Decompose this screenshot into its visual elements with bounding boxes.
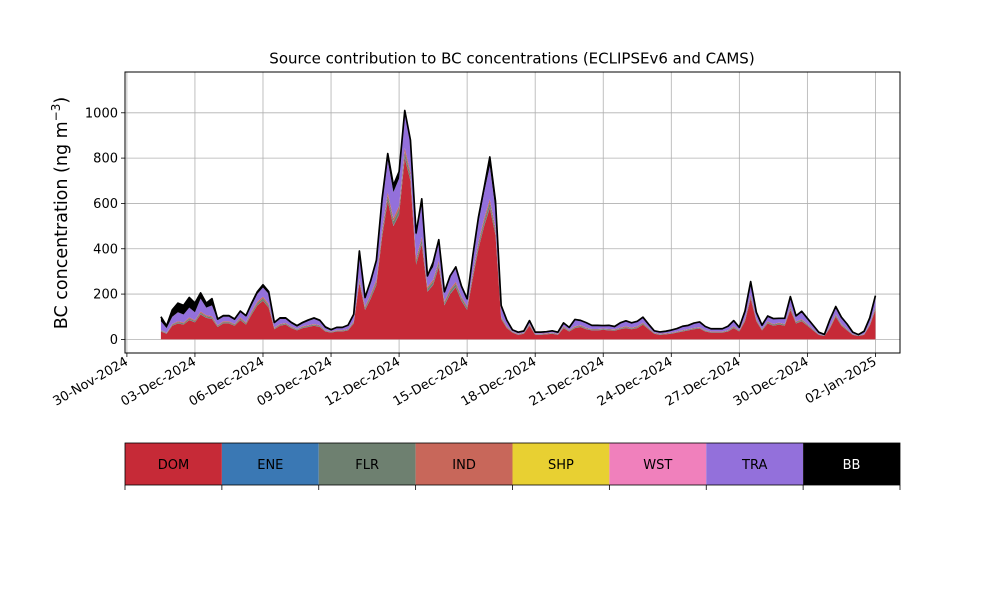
- colorbar-swatch-flr: [318, 443, 416, 485]
- colorbar-label-shp: SHP: [548, 458, 574, 473]
- plot-frame: [124, 71, 901, 354]
- colorbar-label-tra: TRA: [741, 458, 767, 473]
- colorbar-label-ene: ENE: [257, 458, 283, 473]
- colorbar-swatch-wst: [609, 443, 707, 485]
- y-tick-label: 400: [93, 242, 118, 257]
- y-tick-label: 1000: [85, 106, 118, 121]
- chart-title: Source contribution to BC concentrations…: [269, 50, 754, 68]
- y-tick-label: 0: [110, 333, 118, 348]
- y-axis-label: BC concentration (ng m−3): [49, 97, 72, 329]
- colorbar-label-bb: BB: [843, 458, 861, 473]
- source-colorbar: DOM ENE FLR IND SHP WST TRA BB: [124, 442, 901, 490]
- colorbar-label-wst: WST: [643, 458, 672, 473]
- y-tick-label: 800: [93, 152, 118, 167]
- colorbar-label-dom: DOM: [158, 458, 189, 473]
- y-axis-label-close: ): [52, 97, 72, 104]
- total-line: [160, 109, 877, 336]
- y-axis-label-main: BC concentration (ng m: [52, 121, 72, 329]
- y-tick-label: 600: [93, 197, 118, 212]
- colorbar-swatch-ind: [415, 443, 513, 485]
- colorbar-swatch-dom: [125, 443, 222, 485]
- y-axis-label-exponent: −3: [49, 104, 63, 122]
- total-line-path: [160, 109, 877, 336]
- colorbar-swatch-bb: [803, 443, 900, 485]
- colorbar-swatch-ene: [221, 443, 319, 485]
- colorbar-frame: [124, 442, 901, 486]
- colorbar-swatch-shp: [512, 443, 610, 485]
- colorbar-label-ind: IND: [452, 458, 476, 473]
- y-tick-label: 200: [93, 288, 118, 303]
- colorbar-swatch-tra: [706, 443, 804, 485]
- y-axis-ticks: 0 200 400 600 800 1000: [85, 106, 125, 348]
- colorbar-label-flr: FLR: [355, 458, 379, 473]
